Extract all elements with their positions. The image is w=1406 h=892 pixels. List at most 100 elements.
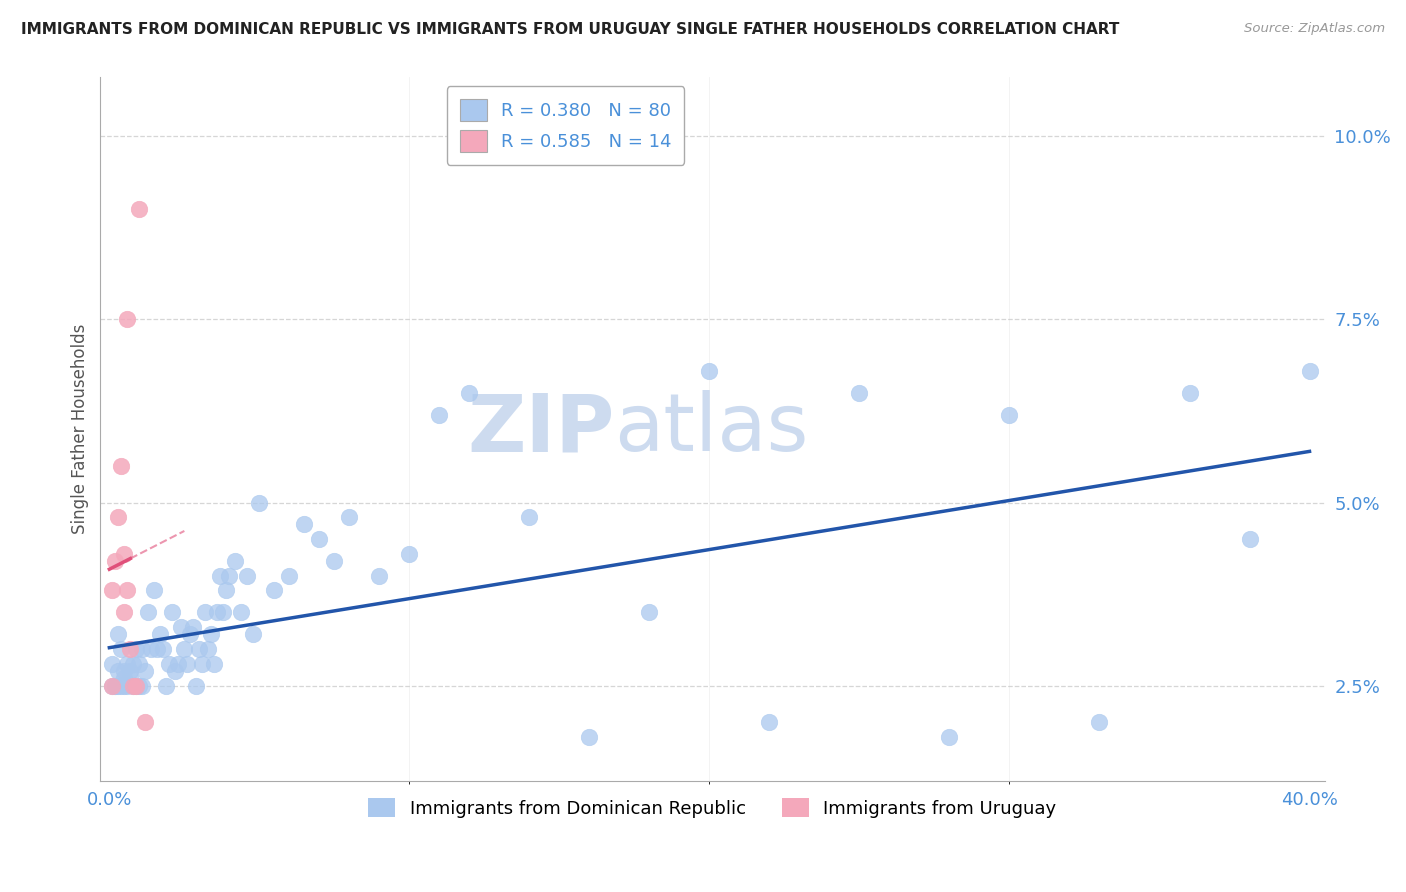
Point (131, 642, 153, 657)
Point (149, 627, 172, 641)
Point (162, 606, 184, 620)
Point (263, 583, 285, 598)
Point (458, 385, 481, 400)
Point (167, 657, 190, 671)
Point (112, 679, 135, 693)
Point (104, 679, 127, 693)
Point (117, 657, 139, 671)
Point (125, 679, 148, 693)
Point (323, 554, 346, 568)
Point (112, 547, 135, 561)
Point (107, 664, 129, 678)
Point (138, 606, 160, 620)
Point (194, 606, 217, 620)
Point (165, 664, 187, 678)
Point (120, 672, 142, 686)
Point (122, 657, 145, 671)
Point (101, 583, 124, 598)
Point (197, 642, 219, 657)
Point (128, 202, 150, 217)
Point (368, 569, 391, 583)
Point (104, 554, 127, 568)
Point (134, 664, 156, 678)
Point (120, 664, 142, 678)
Point (117, 312, 139, 326)
Point (128, 657, 150, 671)
Point (247, 495, 270, 509)
Point (183, 620, 205, 634)
Point (236, 569, 259, 583)
Point (848, 385, 870, 400)
Point (938, 730, 960, 744)
Point (170, 620, 193, 634)
Point (209, 569, 232, 583)
Point (519, 510, 541, 524)
Point (134, 715, 156, 730)
Point (278, 569, 301, 583)
Point (638, 606, 661, 620)
Text: ZIP: ZIP (467, 390, 614, 468)
Point (173, 642, 195, 657)
Point (998, 408, 1021, 422)
Point (758, 715, 780, 730)
Point (101, 679, 124, 693)
Point (125, 642, 148, 657)
Point (104, 679, 127, 693)
Point (1298, 363, 1320, 377)
Point (157, 657, 180, 671)
Point (200, 627, 222, 641)
Point (337, 510, 360, 524)
Point (120, 642, 142, 657)
Point (110, 642, 132, 657)
Point (191, 657, 214, 671)
Point (398, 547, 420, 561)
Point (112, 606, 135, 620)
Point (107, 679, 129, 693)
Point (207, 606, 229, 620)
Point (1178, 385, 1201, 400)
Point (131, 679, 153, 693)
Point (1239, 532, 1261, 546)
Point (143, 583, 166, 598)
Point (112, 672, 135, 686)
Text: Source: ZipAtlas.com: Source: ZipAtlas.com (1244, 22, 1385, 36)
Point (186, 679, 208, 693)
Point (117, 679, 139, 693)
Text: atlas: atlas (614, 390, 808, 468)
Point (292, 517, 315, 532)
Point (699, 363, 721, 377)
Point (141, 642, 163, 657)
Point (110, 679, 132, 693)
Point (152, 642, 174, 657)
Point (202, 657, 225, 671)
Point (117, 583, 139, 598)
Point (107, 627, 129, 641)
Point (308, 532, 330, 546)
Point (128, 679, 150, 693)
Point (242, 627, 264, 641)
Point (122, 679, 145, 693)
Point (112, 664, 135, 678)
Y-axis label: Single Father Households: Single Father Households (72, 324, 89, 534)
Text: IMMIGRANTS FROM DOMINICAN REPUBLIC VS IMMIGRANTS FROM URUGUAY SINGLE FATHER HOUS: IMMIGRANTS FROM DOMINICAN REPUBLIC VS IM… (21, 22, 1119, 37)
Point (155, 679, 177, 693)
Point (1088, 715, 1111, 730)
Point (218, 569, 240, 583)
Point (146, 642, 169, 657)
Point (110, 458, 132, 473)
Point (101, 657, 124, 671)
Point (224, 554, 246, 568)
Legend: Immigrants from Dominican Republic, Immigrants from Uruguay: Immigrants from Dominican Republic, Immi… (361, 791, 1064, 825)
Point (176, 657, 198, 671)
Point (125, 679, 148, 693)
Point (122, 679, 145, 693)
Point (101, 679, 124, 693)
Point (179, 627, 201, 641)
Point (188, 642, 211, 657)
Point (212, 606, 235, 620)
Point (231, 606, 253, 620)
Point (215, 583, 238, 598)
Point (578, 730, 600, 744)
Point (429, 408, 451, 422)
Point (107, 510, 129, 524)
